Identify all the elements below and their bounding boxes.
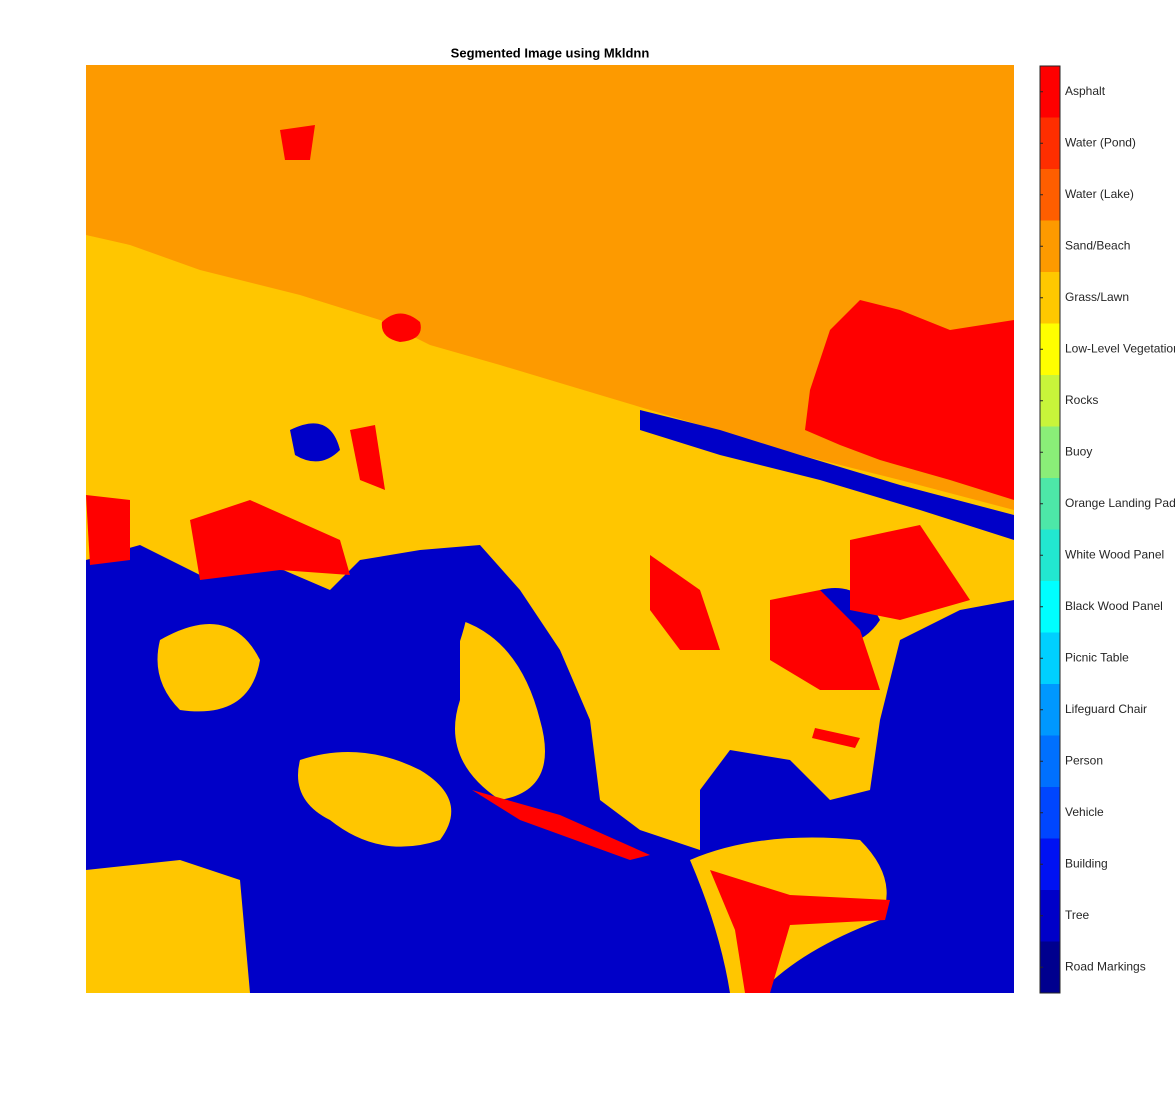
asphalt-region — [280, 125, 315, 160]
sand-region — [86, 65, 1014, 510]
colorbar-swatch — [1040, 529, 1060, 582]
colorbar-swatch — [1040, 66, 1060, 118]
colorbar-swatch — [1040, 478, 1060, 530]
colorbar-swatch — [1040, 581, 1060, 633]
grass-region — [157, 624, 260, 712]
segmentation-image — [86, 65, 1014, 993]
colorbar-label: Water (Lake) — [1065, 187, 1134, 201]
tree-region — [290, 423, 340, 462]
colorbar-frame — [1039, 65, 1061, 994]
colorbar-label: Grass/Lawn — [1065, 290, 1129, 304]
colorbar-swatch — [1040, 941, 1060, 994]
chart-title: Segmented Image using Mkldnn — [451, 45, 650, 60]
colorbar-label: Building — [1065, 856, 1108, 870]
asphalt-region — [381, 313, 421, 342]
colorbar-label: Low-Level Vegetation — [1065, 341, 1175, 355]
colorbar-swatch — [1040, 426, 1060, 479]
colorbar-label: White Wood Panel — [1065, 547, 1164, 561]
colorbar-label: Rocks — [1065, 393, 1098, 407]
colorbar-swatch — [1040, 117, 1060, 170]
asphalt-region — [86, 495, 130, 565]
colorbar-swatch — [1040, 220, 1060, 273]
colorbar-label: Tree — [1065, 908, 1090, 922]
grass-region — [455, 620, 545, 800]
asphalt-region — [812, 728, 860, 748]
asphalt-region — [805, 300, 1014, 500]
colorbar-swatch — [1040, 838, 1060, 891]
colorbar-label: Road Markings — [1065, 959, 1146, 973]
colorbar-label: Asphalt — [1065, 84, 1106, 98]
asphalt-region — [770, 590, 880, 690]
colorbar-label: Water (Pond) — [1065, 135, 1136, 149]
grass-region — [298, 752, 452, 847]
colorbar-label: Person — [1065, 753, 1103, 767]
tree-region — [370, 573, 470, 700]
colorbar-label: Sand/Beach — [1065, 238, 1130, 252]
colorbar-swatch — [1040, 735, 1060, 788]
colorbar-swatch — [1040, 375, 1060, 427]
asphalt-region — [472, 790, 650, 860]
colorbar-label: Buoy — [1065, 444, 1092, 458]
tree-region — [640, 410, 1014, 540]
colorbar-swatch — [1040, 632, 1060, 685]
asphalt-region — [350, 425, 385, 490]
colorbar-label: Orange Landing Pad — [1065, 496, 1175, 510]
colorbar-swatch — [1040, 272, 1060, 324]
colorbar-swatch — [1040, 787, 1060, 839]
colorbar-label: Vehicle — [1065, 805, 1104, 819]
colorbar-swatch — [1040, 890, 1060, 942]
asphalt-region — [850, 525, 970, 620]
asphalt-region — [190, 500, 350, 580]
colorbar-swatch — [1040, 323, 1060, 376]
colorbar-swatch — [1040, 169, 1060, 221]
asphalt-region — [710, 870, 890, 993]
colorbar-label: Picnic Table — [1065, 650, 1129, 664]
colorbar-label: Black Wood Panel — [1065, 599, 1163, 613]
asphalt-region — [650, 555, 720, 650]
colorbar-swatch — [1040, 684, 1060, 736]
colorbar-label: Lifeguard Chair — [1065, 702, 1147, 716]
